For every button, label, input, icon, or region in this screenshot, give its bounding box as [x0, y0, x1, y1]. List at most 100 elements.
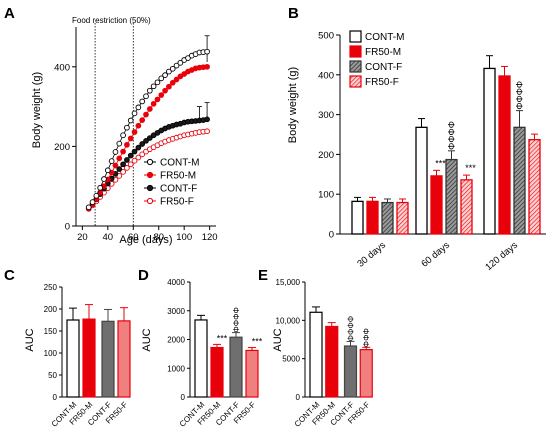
point-FR50-M [204, 63, 210, 70]
point-CONT-M [127, 117, 134, 124]
point-CONT-M [154, 79, 161, 86]
bar-CONT-M [415, 126, 428, 235]
point-FR50-F [139, 151, 146, 158]
bar-CONT-M [351, 200, 364, 235]
y-tick-label: 15,000 [276, 278, 301, 287]
bar-CONT-M [483, 67, 496, 235]
y-tick-label: 50 [48, 371, 57, 380]
bar-FR50-M [498, 75, 511, 235]
point-FR50-M [158, 92, 165, 98]
bar-FR50-F [460, 179, 473, 235]
panel-b-ylabel: Body weight (g) [287, 67, 299, 143]
y-tick-label: 10,000 [276, 316, 301, 325]
y-tick-label: 200 [318, 150, 334, 161]
point-CONT-M [97, 184, 104, 191]
point-FR50-M [139, 117, 146, 123]
point-CONT-F [139, 141, 146, 147]
legend-swatch [349, 30, 362, 43]
significance-phi: ΦΦΦΦ [515, 81, 525, 110]
bar-CONT-F [381, 201, 394, 235]
point-FR50-M [150, 100, 157, 107]
point-FR50-M [169, 79, 176, 86]
y-tick-label: 500 [318, 31, 334, 42]
panel-e-letter: E [258, 267, 268, 284]
bar-FR50-M [430, 175, 443, 235]
legend-swatch [349, 60, 362, 73]
point-FR50-M [154, 96, 161, 103]
bar-FR50-M [366, 200, 379, 235]
point-CONT-M [143, 93, 149, 100]
legend-label: FR50-F [160, 197, 194, 208]
y-tick-label: 1000 [167, 364, 185, 373]
point-FR50-F [135, 154, 142, 161]
panel-b-letter: B [288, 5, 299, 22]
y-tick-label: 2000 [167, 336, 185, 345]
point-CONT-M [108, 158, 115, 164]
point-CONT-F [135, 144, 142, 151]
point-FR50-M [162, 87, 168, 94]
point-CONT-M [204, 48, 210, 55]
legend-swatch [349, 45, 362, 58]
bar-FR50-F [396, 201, 409, 235]
significance-stars: *** [465, 163, 476, 173]
x-tick-label: 80 [153, 232, 164, 243]
legend-marker [146, 197, 154, 205]
y-tick-label: 250 [44, 283, 58, 292]
point-CONT-M [116, 140, 123, 147]
point-FR50-F [120, 169, 126, 175]
point-CONT-M [104, 167, 111, 174]
point-CONT-F [120, 161, 126, 168]
bar-FR50-M [325, 325, 339, 398]
category-label: 30 days [355, 240, 388, 270]
point-FR50-M [135, 122, 142, 129]
legend-marker [146, 158, 154, 166]
significance-stars: *** [435, 158, 446, 168]
point-FR50-M [173, 76, 180, 83]
category-label: 60 days [419, 240, 452, 270]
legend-marker [146, 184, 154, 192]
point-FR50-F [131, 157, 138, 164]
y-tick-label: 200 [44, 305, 58, 314]
y-tick-label: 4000 [167, 278, 185, 287]
point-FR50-F [204, 128, 210, 135]
legend-label: CONT-F [160, 184, 197, 195]
y-tick-label: 400 [54, 62, 70, 73]
point-CONT-M [139, 98, 146, 105]
bar-CONT-F [513, 126, 526, 235]
panel-b-bar-chart: Body weight (g) 0 100 200 300 400 500 30 days… [287, 30, 546, 273]
y-tick-label: 0 [296, 393, 301, 402]
x-tick-label: 100 [176, 232, 192, 243]
panel-d-bar-chart: AUC 01000200030004000CONT-M***FR50-MΦΦΦΦ… [141, 278, 263, 429]
point-CONT-M [120, 132, 126, 139]
point-FR50-M [143, 111, 149, 118]
bar-CONT-F [445, 158, 458, 235]
y-tick-label: 0 [181, 393, 186, 402]
panel-a-letter: A [4, 5, 15, 22]
point-CONT-M [158, 75, 165, 82]
point-FR50-M [146, 106, 153, 112]
point-FR50-F [124, 165, 130, 171]
panel-e-ylabel: AUC [272, 328, 284, 351]
point-CONT-M [85, 204, 92, 211]
panel-a-line-chart: Food restriction (50%) Body weight (g) A… [31, 16, 218, 246]
panel-a-xlabel: Age (days) [119, 234, 172, 246]
significance-phi: ΦΦΦΦ [447, 121, 457, 150]
significance-phi: ΦΦΦ [362, 328, 371, 347]
significance-phi: ΦΦΦΦ [232, 307, 241, 333]
x-tick-label: 20 [77, 232, 88, 243]
point-CONT-M [146, 87, 153, 94]
point-CONT-M [131, 110, 138, 117]
point-CONT-M [124, 124, 130, 131]
point-FR50-M [116, 155, 123, 162]
y-tick-label: 400 [318, 70, 334, 81]
panel-a-ylabel: Body weight (g) [31, 72, 43, 148]
point-CONT-M [150, 83, 157, 90]
y-tick-label: 0 [65, 222, 70, 233]
legend-swatch [349, 75, 362, 88]
point-FR50-M [166, 83, 172, 90]
point-CONT-M [112, 149, 119, 155]
significance-stars: *** [217, 333, 228, 343]
point-FR50-M [131, 129, 138, 135]
y-tick-label: 3000 [167, 307, 185, 316]
